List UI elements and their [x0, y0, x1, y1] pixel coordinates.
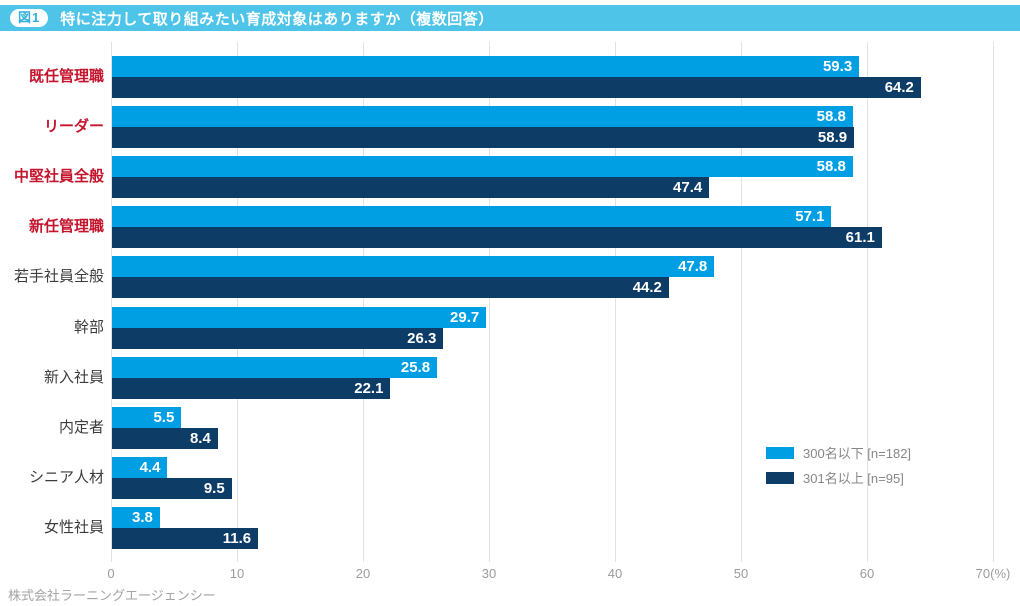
bar-value-label: 59.3	[822, 58, 853, 75]
category-label-1: 既任管理職	[28, 68, 104, 85]
gridline-x40	[614, 42, 616, 562]
bar-series2-row3: 47.4	[112, 177, 710, 199]
bar-value-label: 8.4	[189, 429, 211, 447]
figure-number-badge: 図1	[10, 9, 49, 27]
bar-value-label: 25.8	[400, 358, 431, 376]
category-label-6: 幹部	[73, 318, 104, 336]
bar-value-label: 44.2	[632, 279, 662, 297]
bar-series1-row3: 58.8	[112, 156, 853, 178]
bar-value-label: 3.8	[132, 508, 153, 526]
bar-series2-row7: 22.1	[112, 377, 391, 399]
bar-series1-row7: 25.8	[112, 356, 438, 378]
bar-series1-row8: 5.5	[112, 406, 182, 428]
x-tick-label: 10	[229, 566, 245, 581]
source-company: 株式会社ラーニングエージェンシー	[8, 588, 216, 603]
bar-value-label: 58.9	[817, 129, 848, 147]
gridline-x20	[362, 42, 364, 562]
category-label-5: 若手社員全般	[13, 268, 104, 286]
x-tick-label: 70(%)	[975, 566, 1011, 581]
legend-swatch-icon	[766, 471, 794, 484]
bar-value-label: 5.5	[153, 408, 175, 426]
x-tick-label: 0	[107, 566, 115, 581]
bar-value-label: 47.4	[673, 179, 703, 197]
legend-swatch-icon	[766, 446, 794, 459]
legend-label: 300名以下 [n=182]	[803, 446, 912, 461]
gridline-x30	[488, 42, 490, 562]
bar-value-label: 11.6	[222, 529, 252, 547]
chart-header-band: 図1 特に注力して取り組みたい育成対象はありますか（複数回答）	[0, 5, 1020, 31]
gridline-x50	[740, 42, 742, 562]
category-label-4: 新任管理職	[28, 218, 104, 236]
legend-label: 301名以上 [n=95]	[803, 471, 904, 486]
chart-legend: 300名以下 [n=182] 301名以上 [n=95]	[766, 444, 911, 494]
bar-series2-row6: 26.3	[112, 327, 444, 349]
bar-value-label: 57.1	[795, 208, 825, 226]
bar-series1-row5: 47.8	[112, 256, 715, 278]
bar-series2-row1: 64.2	[112, 77, 921, 98]
chart-title: 特に注力して取り組みたい育成対象はありますか（複数回答）	[60, 10, 494, 28]
category-label-9: シニア人材	[28, 468, 104, 486]
bar-value-label: 47.8	[678, 258, 708, 276]
x-tick-label: 20	[355, 566, 371, 581]
bar-series2-row10: 11.6	[112, 527, 259, 549]
category-label-3: 中堅社員全般	[13, 168, 104, 186]
legend-row-2: 301名以上 [n=95]	[766, 469, 911, 486]
bar-value-label: 61.1	[845, 229, 875, 247]
bar-series1-row2: 58.8	[112, 106, 853, 128]
bar-series1-row4: 57.1	[112, 206, 832, 228]
plot-area: 59.3 64.2 58.8 58.9 58.8 47.4 57.1 61.1 47.8 44.2…	[110, 42, 994, 562]
category-label-2: リーダー	[43, 118, 104, 136]
legend-row-1: 300名以下 [n=182]	[766, 444, 911, 461]
bar-value-label: 26.3	[407, 329, 437, 347]
bar-value-label: 58.8	[816, 108, 846, 126]
bar-value-label: 29.7	[450, 308, 480, 326]
bar-value-label: 9.5	[203, 479, 225, 497]
gridline-x70	[992, 42, 994, 562]
bar-series2-row8: 8.4	[112, 427, 218, 449]
bar-value-label: 4.4	[139, 458, 161, 476]
category-label-7: 新入社員	[43, 368, 104, 386]
bar-value-label: 22.1	[354, 379, 384, 397]
bar-series2-row5: 44.2	[112, 277, 669, 299]
category-label-10: 女性社員	[43, 518, 104, 536]
bar-series2-row4: 61.1	[112, 227, 882, 249]
bar-value-label: 64.2	[884, 79, 914, 96]
bar-series1-row1: 59.3	[112, 56, 860, 77]
bar-series2-row9: 9.5	[112, 477, 232, 499]
bar-series1-row9: 4.4	[112, 456, 168, 478]
gridline-x0	[110, 42, 112, 562]
bar-series1-row6: 29.7	[112, 306, 487, 328]
bar-series1-row10: 3.8	[112, 506, 160, 528]
gridline-x60	[866, 42, 868, 562]
x-tick-label: 60	[859, 566, 875, 581]
x-tick-label: 30	[481, 566, 497, 581]
category-label-8: 内定者	[58, 418, 104, 436]
x-tick-label: 50	[733, 566, 749, 581]
bar-value-label: 58.8	[816, 158, 846, 176]
x-tick-label: 40	[607, 566, 623, 581]
gridline-x10	[236, 42, 238, 562]
bar-series2-row2: 58.9	[112, 127, 855, 149]
